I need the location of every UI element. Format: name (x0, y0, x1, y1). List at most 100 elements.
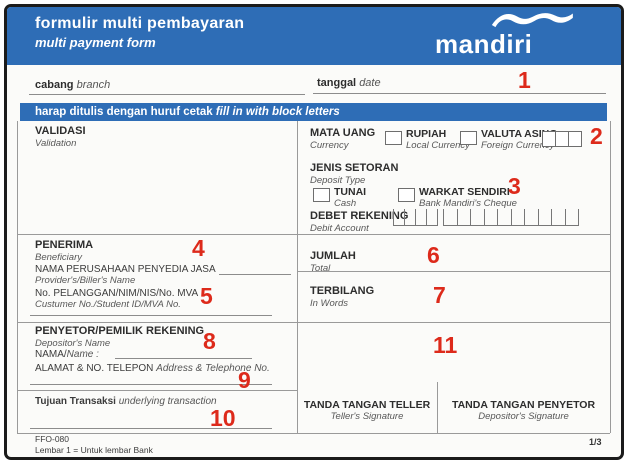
jumlah-label-group: JUMLAH Total (310, 250, 356, 274)
sheet-note: Lembar 1 = Untuk lembar Bank (35, 444, 153, 455)
validasi-sub: Validation (35, 137, 77, 149)
form-header: formulir multi pembayaran multi payment … (7, 7, 621, 65)
alamat-input-line[interactable] (30, 384, 272, 385)
annotation-4: 4 (192, 235, 205, 261)
validasi-label: VALIDASI (35, 125, 86, 137)
currency-code-cell (569, 131, 582, 147)
no-pelanggan-sub: Custumer No./Student ID/MVA No. (35, 299, 181, 310)
warkat-sendiri-checkbox[interactable] (398, 188, 415, 202)
annotation-1: 1 (518, 67, 531, 93)
page-number: 1/3 (589, 437, 602, 447)
warkat-sendiri-sub: Bank Mandiri's Cheque (419, 198, 517, 210)
teller-signature-sub: Teller's Signature (330, 411, 404, 423)
alamat-label-id: ALAMAT & NO. TELEPON (35, 363, 157, 374)
currency-code-boxes[interactable] (542, 131, 582, 147)
cabang-label-id: cabang (35, 79, 74, 91)
left-border-line (17, 121, 18, 433)
tujuan-label: Tujuan Transaksi underlying transaction (35, 396, 217, 408)
jumlah-label: JUMLAH (310, 250, 356, 262)
form-title-en: multi payment form (35, 35, 156, 50)
annotation-8: 8 (203, 328, 216, 354)
annotation-6: 6 (427, 242, 440, 268)
debet-account-boxes-group1[interactable] (393, 209, 438, 226)
row-line-jumlah (297, 271, 610, 272)
tunai-sub: Cash (334, 198, 357, 210)
terbilang-label-group: TERBILANG In Words (310, 285, 374, 309)
mata-uang-sub: Currency (310, 139, 349, 151)
teller-signature-area[interactable]: TANDA TANGAN TELLER Teller's Signature (299, 399, 435, 422)
nama-label-id: NAMA/ (35, 349, 67, 360)
penyetor-sub: Depositor's Name (35, 337, 111, 349)
debet-account-boxes-group2[interactable] (443, 209, 579, 226)
teller-signature-label: TANDA TANGAN TELLER (303, 399, 431, 411)
debet-rekening-label: DEBET REKENING (310, 210, 409, 222)
nama-perusahaan-label-text: NAMA PERUSAHAAN PENYEDIA JASA (35, 264, 216, 275)
penyetor-label: PENYETOR/PEMILIK REKENING (35, 325, 205, 337)
nama-perusahaan-sub: Provider's/Biller's Name (35, 275, 136, 286)
cabang-label: cabang branch (35, 79, 110, 91)
warkat-sendiri-label: WARKAT SENDIRI (419, 186, 510, 198)
row-line-1 (17, 234, 610, 235)
annotation-2: 2 (590, 123, 603, 149)
jenis-setoran-label: JENIS SETORAN (310, 162, 399, 174)
jenis-setoran-label-group: JENIS SETORAN Deposit Type (310, 162, 398, 186)
nama-label-en: Name : (66, 349, 99, 360)
tujuan-input-line[interactable] (30, 428, 272, 429)
row-line-tujuan (17, 390, 297, 391)
nama-input-line[interactable] (115, 358, 252, 359)
currency-code-cell (556, 131, 569, 147)
annotation-9: 9 (238, 367, 251, 393)
tunai-label: TUNAI (334, 186, 367, 198)
mandiri-logo-text: mandiri (435, 29, 533, 59)
mata-uang-label: MATA UANG (310, 127, 376, 139)
nama-label: NAMA/Name : (35, 349, 99, 361)
jenis-setoran-sub: Deposit Type (310, 174, 366, 186)
validasi-area[interactable]: VALIDASI Validation (35, 125, 86, 149)
rupiah-label: RUPIAH (406, 128, 447, 140)
no-pelanggan-label: No. PELANGGAN/NIM/NIS/No. MVA (35, 288, 198, 300)
form-title-id: formulir multi pembayaran (35, 15, 245, 32)
nama-perusahaan-input-line[interactable] (219, 274, 291, 275)
tanggal-label: tanggal date (317, 77, 381, 89)
right-border-line (610, 121, 611, 433)
currency-code-cell (542, 131, 556, 147)
instruction-id: harap ditulis dengan huruf cetak (35, 106, 216, 118)
row-line-2 (17, 322, 610, 323)
no-pelanggan-input-line[interactable] (30, 315, 272, 316)
alamat-label: ALAMAT & NO. TELEPON Address & Telephone… (35, 363, 270, 375)
depositor-signature-area[interactable]: TANDA TANGAN PENYETOR Depositor's Signat… (439, 399, 608, 422)
valuta-asing-checkbox[interactable] (460, 131, 477, 145)
no-pelanggan-label-text: No. PELANGGAN/NIM/NIS/No. MVA (35, 288, 199, 299)
cabang-input-line[interactable] (29, 94, 305, 95)
tujuan-label-en: underlying transaction (118, 396, 217, 407)
debet-rekening-label-group: DEBET REKENING Debit Account (310, 210, 408, 234)
annotation-7: 7 (433, 282, 446, 308)
signature-divider-line (437, 382, 438, 433)
rupiah-checkbox[interactable] (385, 131, 402, 145)
footer-info: FFO-080 Lembar 1 = Untuk lembar Bank (35, 434, 153, 455)
rupiah-sub: Local Currency (406, 140, 470, 152)
penerima-label: PENERIMA (35, 239, 94, 251)
form-code: FFO-080 (35, 434, 70, 444)
tunai-checkbox[interactable] (313, 188, 330, 202)
valuta-asing-label: VALUTA ASING (481, 128, 558, 140)
valuta-asing-label-group: VALUTA ASING Foreign Currency (481, 128, 557, 151)
jumlah-sub: Total (310, 262, 331, 274)
debet-rekening-sub: Debit Account (310, 222, 369, 234)
annotation-3: 3 (508, 173, 521, 199)
depositor-signature-label: TANDA TANGAN PENYETOR (451, 399, 596, 411)
rupiah-label-group: RUPIAH Local Currency (406, 128, 470, 151)
tujuan-label-id: Tujuan Transaksi (35, 396, 119, 407)
terbilang-sub: In Words (310, 297, 349, 309)
annotation-11: 11 (433, 332, 458, 358)
tanggal-input-line[interactable] (313, 93, 606, 94)
valuta-asing-sub: Foreign Currency (481, 140, 555, 152)
penerima-sub: Beneficiary (35, 251, 82, 263)
depositor-signature-sub: Depositor's Signature (478, 411, 569, 423)
nama-perusahaan-label: NAMA PERUSAHAAN PENYEDIA JASA (35, 264, 216, 276)
instruction-en: fill in with block letters (215, 106, 340, 118)
mandiri-wave-icon (491, 13, 573, 28)
alamat-label-en: Address & Telephone No. (156, 363, 270, 374)
penyetor-label-group: PENYETOR/PEMILIK REKENING Depositor's Na… (35, 325, 204, 349)
annotation-5: 5 (200, 283, 213, 309)
